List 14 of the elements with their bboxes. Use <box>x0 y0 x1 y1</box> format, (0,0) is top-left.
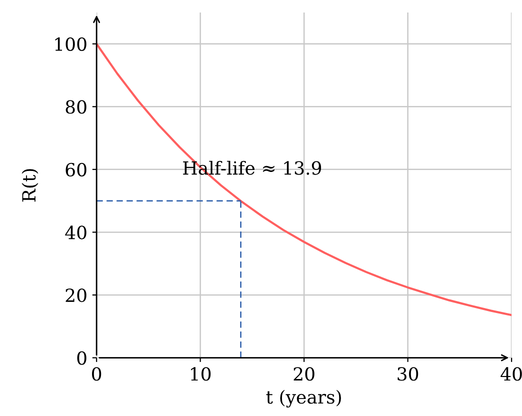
y-tick-label: 40 <box>65 226 86 240</box>
x-tick-label: 40 <box>500 367 522 381</box>
x-tick-label: 0 <box>92 367 102 381</box>
y-tick-label: 60 <box>66 162 86 177</box>
x-tick-label: 30 <box>398 367 418 381</box>
y-tick-label: 0 <box>77 351 86 365</box>
y-axis-title: R(t) <box>22 169 38 202</box>
x-tick-label: 10 <box>191 367 211 381</box>
x-axis-title: t (years) <box>266 390 341 408</box>
y-tick-label: 100 <box>55 37 86 51</box>
line-series <box>96 42 512 316</box>
y-tick-label: 80 <box>66 100 86 114</box>
x-tick-label: 20 <box>294 367 314 381</box>
y-tick-label: 20 <box>66 288 86 302</box>
